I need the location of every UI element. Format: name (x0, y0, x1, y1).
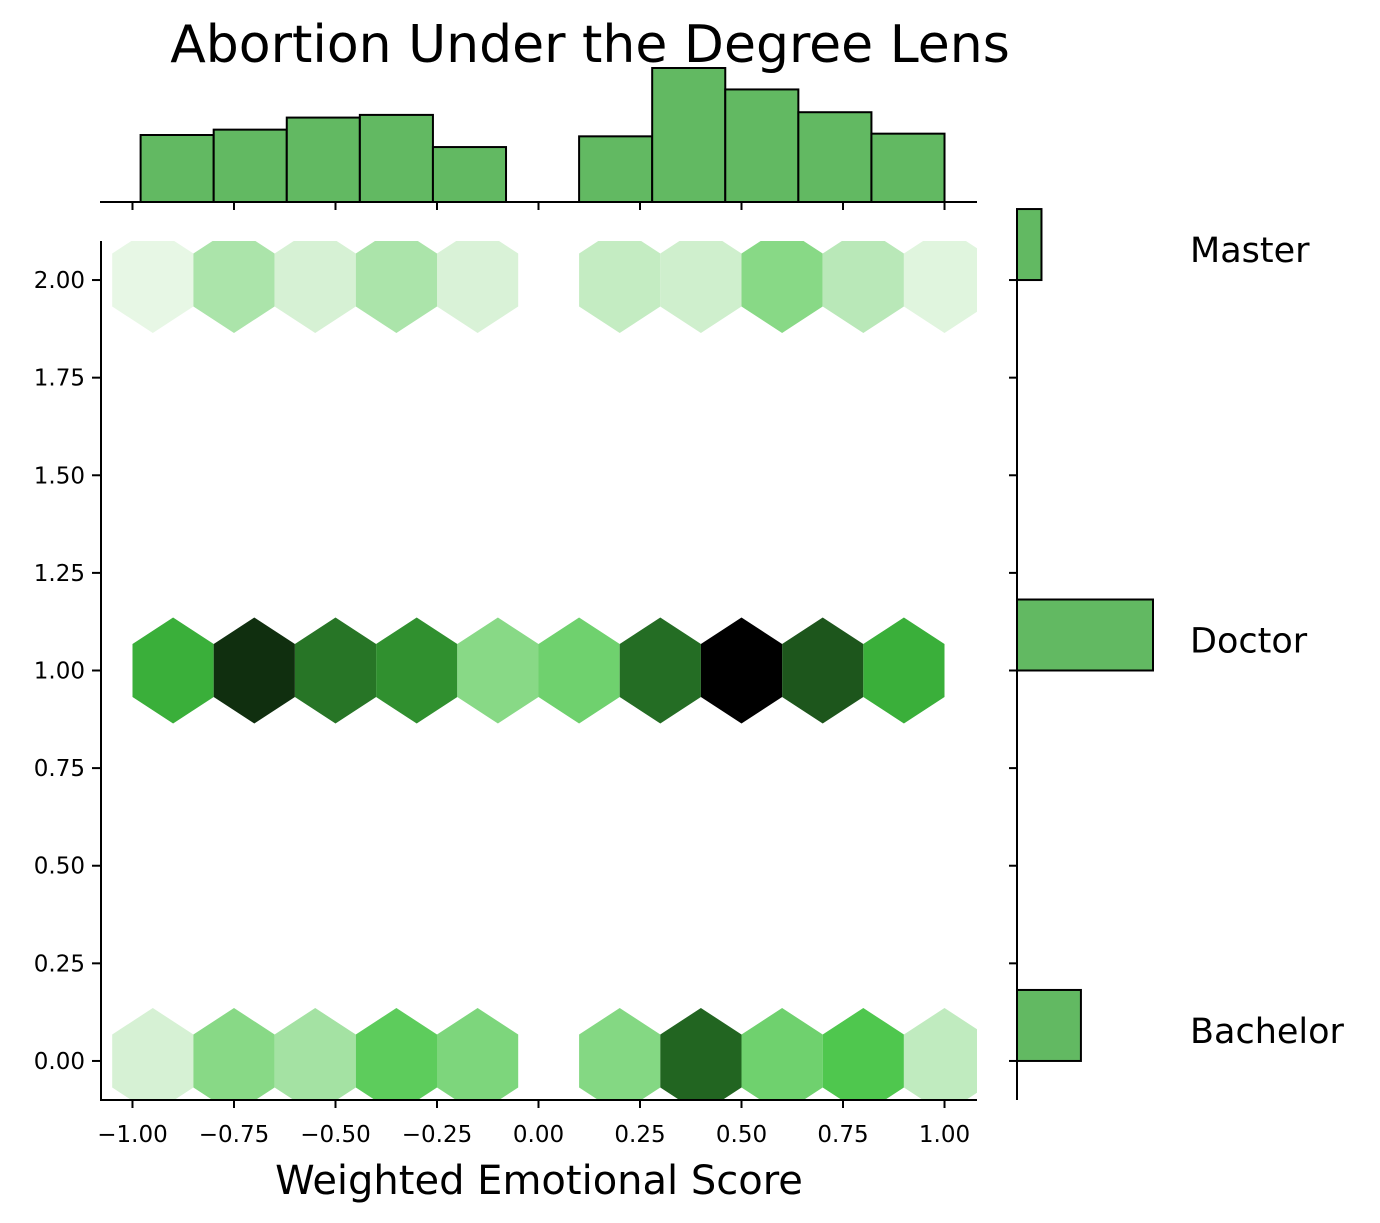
chart-title: Abortion Under the Degree Lens (170, 15, 1010, 75)
hexbin-cell (822, 241, 904, 333)
hexbin-cell (112, 1008, 194, 1100)
x-marginal-bar (724, 88, 800, 203)
hexbin-cell (741, 241, 823, 333)
y-marginal-bar (1016, 208, 1043, 282)
hexbin-cell (660, 1008, 742, 1100)
hexbin-cell (355, 241, 437, 333)
y-tick-label: 1.25 (34, 561, 85, 587)
x-tick-label: 0.25 (614, 1122, 665, 1148)
hexbin-cell (579, 1008, 661, 1100)
hexbin-cell (355, 1008, 437, 1100)
y-tick-label: 0.75 (34, 756, 85, 782)
hexbin-cell (213, 617, 295, 724)
x-marginal-bar (139, 134, 215, 203)
x-marginal-bar (358, 113, 434, 203)
x-marginal-bar (578, 135, 654, 203)
x-tick-label: 1.00 (919, 1122, 970, 1148)
x-tick-label: −0.25 (402, 1122, 472, 1148)
hexbin-cell (294, 617, 377, 724)
hexbin-cell (822, 1008, 904, 1100)
hexbin-cell (376, 617, 458, 724)
x-tick-label: 0.00 (513, 1122, 564, 1148)
hexbin-cell (863, 617, 945, 724)
x-tick-label: −0.50 (300, 1122, 370, 1148)
x-tick-label: −0.75 (199, 1122, 269, 1148)
x-tick-label: 0.50 (716, 1122, 767, 1148)
x-marginal-bar (651, 67, 727, 203)
hexbin-cell (457, 617, 539, 724)
x-marginal-bar (431, 146, 508, 203)
hexbin-cell (660, 241, 742, 333)
category-label: Bachelor (1190, 1012, 1345, 1052)
y-tick-label: 2.00 (34, 268, 85, 294)
x-marginal-histogram (100, 67, 977, 210)
hexbin-cell (782, 617, 864, 724)
y-tick-label: 1.50 (34, 463, 85, 489)
hexbin-cell (741, 1008, 823, 1100)
hexbin-cell (437, 1008, 519, 1100)
category-label: Doctor (1190, 622, 1308, 662)
hexbin-cell (132, 617, 214, 724)
y-tick-label: 1.75 (34, 366, 85, 392)
y-marginal-bar (1016, 988, 1082, 1062)
y-tick-label: 0.50 (34, 854, 85, 880)
hexbin-cell (274, 241, 356, 333)
x-tick-label: 0.75 (817, 1122, 868, 1148)
x-marginal-bar (212, 128, 288, 203)
hexbin-cell (700, 617, 783, 724)
hexbin-cell (619, 617, 701, 724)
hexbin-cell (903, 241, 977, 333)
y-tick-label: 0.25 (34, 951, 85, 977)
hexbin-cell (193, 241, 275, 333)
hexbin-cell (579, 241, 661, 333)
hexbin-cell (903, 1008, 977, 1100)
x-marginal-bar (870, 132, 946, 203)
y-tick-label: 0.00 (34, 1049, 85, 1075)
hexbin-cell (274, 1008, 356, 1100)
x-axis-label: Weighted Emotional Score (275, 1158, 803, 1204)
x-marginal-bar (285, 116, 361, 203)
x-marginal-bar (797, 111, 873, 203)
x-tick-label: −1.00 (97, 1122, 167, 1148)
hexbin-cell (112, 241, 194, 333)
y-tick-label: 1.00 (34, 659, 85, 685)
hexbin-cell (437, 241, 519, 333)
hexbin-cell (193, 1008, 275, 1100)
hexbin-cell (538, 617, 620, 724)
y-marginal-bar (1016, 598, 1154, 672)
category-label: Master (1190, 231, 1310, 271)
hexbin-plot: −1.00 −0.75 −0.50 −0.25 0.00 0.25 0.50 0.75 1.00… (34, 241, 977, 1148)
y-marginal-histogram: Master Doctor Bachelor (1009, 208, 1345, 1100)
